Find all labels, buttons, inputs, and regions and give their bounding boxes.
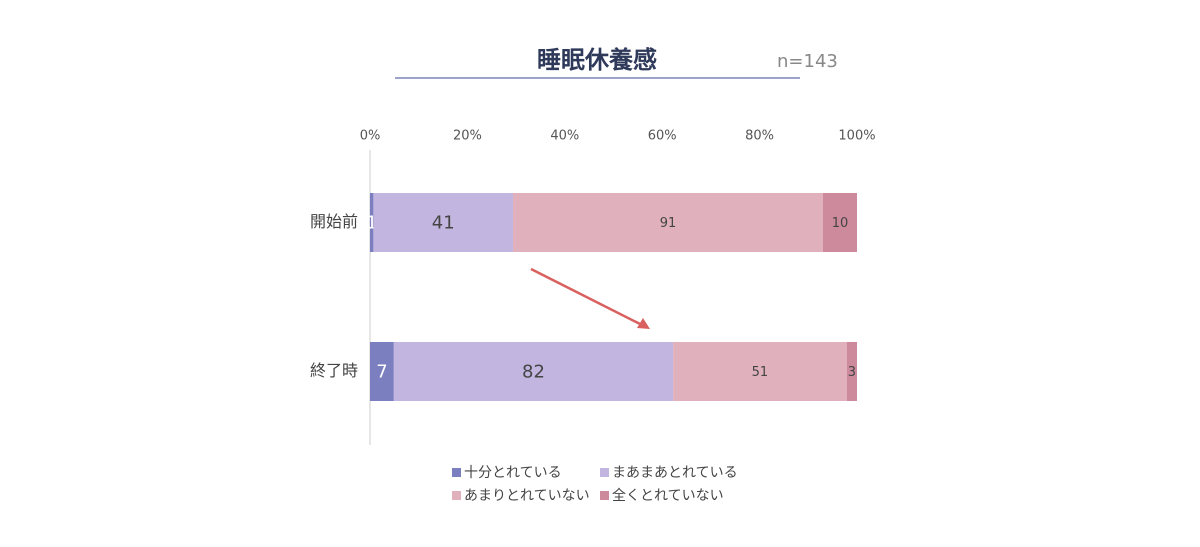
bar-segment (370, 193, 374, 252)
value-label: 91 (660, 216, 677, 231)
x-tick-label: 100% (838, 129, 875, 144)
bar-segment (373, 193, 514, 252)
bar-segment (822, 193, 857, 252)
bar-segment (513, 193, 823, 252)
legend-label: 十分とれている (464, 465, 562, 481)
subtitle: n=143 (777, 51, 838, 72)
x-tick-label: 40% (550, 129, 579, 144)
legend-label: まあまあとれている (612, 465, 738, 481)
value-label: 3 (848, 365, 856, 380)
value-label: 41 (432, 213, 455, 234)
legend-swatch (452, 491, 461, 500)
y-tick-label: 終了時 (310, 361, 358, 380)
bar-segment (673, 342, 847, 401)
value-label: 7 (376, 362, 387, 383)
x-tick-label: 0% (360, 129, 381, 144)
legend-label: あまりとれていない (464, 488, 590, 504)
legend-swatch (452, 468, 461, 477)
arrow (530, 267, 645, 328)
value-label: 51 (752, 365, 769, 380)
x-tick-label: 20% (453, 129, 482, 144)
legend-label: 全くとれていない (612, 487, 724, 504)
value-label: 82 (522, 362, 545, 383)
value-label: 1 (366, 213, 377, 234)
legend-swatch (600, 491, 609, 500)
arrow-head (637, 318, 650, 329)
x-tick-label: 60% (648, 129, 677, 144)
legend-swatch (600, 468, 609, 477)
x-tick-label: 80% (745, 129, 774, 144)
chart-title: 睡眠休養感 (537, 46, 657, 74)
value-label: 10 (832, 216, 849, 231)
y-tick-label: 開始前 (310, 212, 358, 231)
bar-segment (846, 342, 857, 401)
bar-segment (370, 342, 394, 401)
bar-segment (393, 342, 674, 401)
